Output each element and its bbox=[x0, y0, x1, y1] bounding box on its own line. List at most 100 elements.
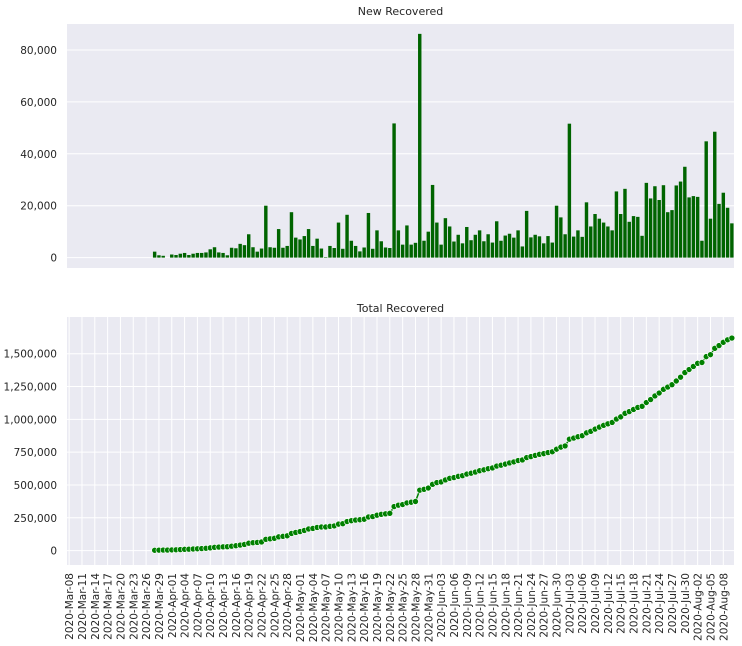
bar bbox=[533, 234, 537, 258]
total-recovered-line bbox=[151, 334, 736, 554]
bar bbox=[708, 218, 713, 258]
bar bbox=[713, 131, 717, 258]
x-tick-label: 2020-Jul-27 bbox=[667, 573, 679, 634]
bar bbox=[644, 182, 649, 258]
bar bbox=[614, 191, 619, 258]
bar bbox=[661, 185, 666, 258]
bar bbox=[456, 234, 460, 258]
x-tick-label: 2020-May-22 bbox=[385, 573, 397, 642]
bar bbox=[700, 240, 704, 258]
x-tick-label: 2020-Jun-18 bbox=[500, 573, 512, 638]
y-tick-label: 0 bbox=[50, 253, 57, 265]
data-point bbox=[608, 419, 616, 426]
bar bbox=[443, 218, 448, 258]
bar bbox=[157, 255, 161, 258]
bar bbox=[242, 245, 247, 258]
bar bbox=[349, 240, 354, 258]
bar bbox=[400, 244, 405, 258]
bar bbox=[281, 247, 285, 258]
bar bbox=[618, 214, 623, 258]
x-tick-label: 2020-Mar-29 bbox=[154, 573, 166, 640]
bar bbox=[657, 199, 661, 258]
data-point bbox=[617, 413, 624, 421]
bar bbox=[426, 231, 431, 258]
bar bbox=[204, 252, 208, 258]
bar bbox=[332, 248, 336, 258]
x-tick-label: 2020-Mar-08 bbox=[64, 573, 76, 640]
y-tick-label: 20,000 bbox=[20, 201, 57, 213]
x-tick-label: 2020-May-16 bbox=[359, 573, 371, 643]
bar bbox=[546, 236, 550, 258]
bar bbox=[580, 236, 584, 258]
bar bbox=[524, 210, 529, 258]
x-tick-label: 2020-Jul-21 bbox=[641, 573, 653, 634]
bar bbox=[413, 242, 418, 258]
total-recovered-title: Total Recovered bbox=[356, 302, 444, 315]
x-tick-label: 2020-Jun-06 bbox=[449, 573, 461, 638]
x-tick-label: 2020-May-10 bbox=[334, 573, 346, 642]
data-point bbox=[424, 484, 432, 492]
bar bbox=[379, 241, 383, 258]
x-tick-label: 2020-Jun-30 bbox=[552, 573, 564, 638]
total-recovered-plot-area bbox=[67, 317, 734, 565]
data-point bbox=[655, 389, 663, 397]
total-recovered-x-ticks: 2020-Mar-08 2020-Mar-11 2020-Mar-14 2020-Ma… bbox=[64, 573, 730, 643]
bar bbox=[409, 244, 413, 258]
new-recovered-y-ticks: 0 20,000 40,000 60,000 80,000 bbox=[20, 45, 57, 265]
x-tick-label: 2020-Jul-03 bbox=[564, 573, 576, 634]
data-point bbox=[677, 373, 684, 381]
x-tick-label: 2020-Aug-02 bbox=[693, 573, 705, 641]
bar bbox=[584, 202, 589, 258]
x-tick-label: 2020-Apr-25 bbox=[269, 573, 281, 638]
bar bbox=[362, 247, 366, 258]
bar bbox=[648, 198, 653, 258]
bar bbox=[370, 248, 375, 258]
x-tick-label: 2020-Apr-22 bbox=[257, 573, 269, 638]
bar bbox=[666, 212, 670, 258]
total-recovered-subplot: 0 250,000 500,000 750,000 1,000,000 1,250,000… bbox=[4, 302, 736, 643]
bar bbox=[298, 239, 302, 258]
x-tick-label: 2020-Apr-07 bbox=[192, 573, 204, 638]
bar bbox=[255, 251, 259, 258]
y-tick-label: 1,250,000 bbox=[4, 382, 57, 394]
bar bbox=[563, 234, 567, 258]
y-tick-label: 0 bbox=[50, 546, 57, 558]
y-tick-label: 750,000 bbox=[14, 447, 57, 459]
bar bbox=[695, 196, 700, 258]
bar bbox=[285, 245, 289, 258]
x-tick-label: 2020-Aug-08 bbox=[718, 573, 730, 641]
bar bbox=[477, 230, 482, 258]
x-tick-label: 2020-Jun-24 bbox=[526, 573, 538, 638]
y-tick-label: 80,000 bbox=[20, 45, 57, 57]
bar bbox=[721, 192, 726, 258]
x-tick-label: 2020-Apr-01 bbox=[167, 573, 179, 638]
bar bbox=[208, 249, 212, 258]
x-tick-label: 2020-Jul-12 bbox=[603, 573, 615, 634]
y-tick-label: 60,000 bbox=[20, 97, 57, 109]
x-tick-label: 2020-Mar-26 bbox=[141, 573, 153, 640]
bar bbox=[452, 241, 456, 258]
bar bbox=[623, 188, 627, 258]
bar bbox=[576, 230, 580, 258]
bar bbox=[199, 252, 204, 258]
x-tick-label: 2020-Apr-13 bbox=[218, 573, 230, 638]
x-tick-label: 2020-Mar-11 bbox=[77, 573, 89, 640]
bar bbox=[178, 253, 183, 258]
bar bbox=[610, 230, 614, 258]
new-recovered-subplot: 0 20,000 40,000 60,000 80,000 New Recovered bbox=[20, 5, 734, 268]
data-point bbox=[561, 442, 569, 450]
bar bbox=[187, 255, 191, 258]
x-tick-label: 2020-Jul-15 bbox=[616, 573, 628, 634]
x-tick-label: 2020-Jul-18 bbox=[629, 573, 641, 634]
bar bbox=[238, 243, 242, 258]
bar bbox=[486, 234, 490, 258]
y-tick-label: 500,000 bbox=[14, 480, 57, 492]
bar bbox=[217, 252, 221, 258]
bar bbox=[683, 166, 687, 258]
bar bbox=[542, 243, 546, 258]
bar bbox=[571, 236, 576, 258]
bar bbox=[469, 240, 473, 258]
bar bbox=[674, 185, 678, 258]
x-tick-label: 2020-May-31 bbox=[423, 573, 435, 642]
